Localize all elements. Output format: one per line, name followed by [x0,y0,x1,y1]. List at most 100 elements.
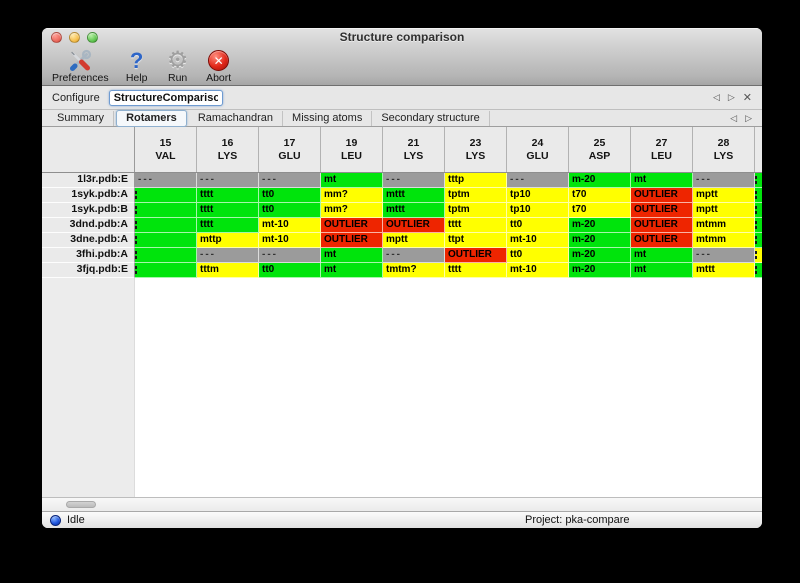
row-label[interactable]: 1syk.pdb:A [42,188,135,203]
table-cell[interactable]: mt-10 [507,233,569,248]
minimize-window-button[interactable] [69,32,80,43]
column-header[interactable]: 17 GLU [259,127,321,172]
preferences-button[interactable]: Preferences [52,48,109,84]
row-label[interactable]: 3dne.pdb:A [42,233,135,248]
table-cell[interactable] [135,248,197,263]
close-config-icon[interactable]: ✕ [742,91,752,104]
table-cell[interactable]: mt-10 [507,263,569,278]
table-cell[interactable]: mptt [693,203,755,218]
table-cell[interactable]: tptm [445,188,507,203]
table-cell[interactable]: mtmm [693,218,755,233]
table-cell[interactable]: --- [693,173,755,188]
close-window-button[interactable] [51,32,62,43]
table-cell[interactable]: mttp [197,233,259,248]
column-header[interactable]: 23 LYS [445,127,507,172]
table-cell[interactable]: mt-10 [259,233,321,248]
tab-rotamers[interactable]: Rotamers [116,109,187,127]
table-cell[interactable]: OUTLIER [445,248,507,263]
table-cell[interactable]: mt [321,173,383,188]
table-cell[interactable]: tt0 [507,218,569,233]
table-cell[interactable]: OUTLIER [631,218,693,233]
table-cell[interactable]: tp10 [507,188,569,203]
table-cell[interactable]: mptt [693,188,755,203]
table-cell[interactable] [135,218,197,233]
table-cell[interactable]: m-20 [569,218,631,233]
table-cell[interactable]: tttp [445,173,507,188]
prev-config-arrow[interactable]: ◁ [712,92,720,102]
table-cell[interactable] [135,188,197,203]
table-cell[interactable]: tttm [197,263,259,278]
tab-missing-atoms[interactable]: Missing atoms [283,110,373,126]
table-cell[interactable] [135,203,197,218]
table-cell[interactable]: --- [259,173,321,188]
column-header[interactable]: 25 ASP [569,127,631,172]
table-cell[interactable]: mm? [321,188,383,203]
table-cell[interactable]: tttt [197,218,259,233]
table-cell[interactable]: tttt [445,263,507,278]
table-cell[interactable]: OUTLIER [631,188,693,203]
table-cell[interactable]: tt0 [507,248,569,263]
table-cell-clipped[interactable] [755,188,762,203]
table-cell[interactable]: mt [631,248,693,263]
table-cell[interactable]: OUTLIER [631,233,693,248]
table-cell-clipped[interactable] [755,173,762,188]
table-cell[interactable] [135,233,197,248]
table-cell[interactable]: OUTLIER [321,233,383,248]
table-cell[interactable]: tt0 [259,203,321,218]
row-label[interactable]: 1syk.pdb:B [42,203,135,218]
horizontal-scrollbar[interactable] [42,497,762,511]
next-tab-arrow[interactable]: ▷ [745,112,752,123]
tab-secondary-structure[interactable]: Secondary structure [372,110,490,126]
row-label[interactable]: 1l3r.pdb:E [42,173,135,188]
table-cell[interactable]: --- [197,248,259,263]
row-label[interactable]: 3dnd.pdb:A [42,218,135,233]
table-cell[interactable]: mt [321,248,383,263]
column-header[interactable]: 27 LEU [631,127,693,172]
table-cell[interactable]: mt [631,263,693,278]
column-header[interactable]: 21 LYS [383,127,445,172]
row-label[interactable]: 3fjq.pdb:E [42,263,135,278]
next-config-arrow[interactable]: ▷ [727,92,735,102]
table-cell[interactable]: mptt [383,233,445,248]
table-cell-clipped[interactable] [755,203,762,218]
abort-button[interactable]: ✕ Abort [206,48,232,84]
table-cell[interactable]: tt0 [259,263,321,278]
table-cell[interactable]: --- [507,173,569,188]
table-cell[interactable]: tptm [445,203,507,218]
table-cell-clipped[interactable] [755,233,762,248]
table-cell[interactable]: mtmm [693,233,755,248]
table-cell[interactable]: mt [631,173,693,188]
table-cell-clipped[interactable] [755,263,762,278]
scrollbar-thumb[interactable] [66,501,96,508]
table-cell[interactable]: tmtm? [383,263,445,278]
table-cell[interactable]: t70 [569,188,631,203]
table-cell[interactable]: tp10 [507,203,569,218]
column-header[interactable]: 24 GLU [507,127,569,172]
table-cell[interactable]: mm? [321,203,383,218]
table-cell[interactable]: m-20 [569,233,631,248]
table-cell[interactable]: --- [383,173,445,188]
table-cell-clipped[interactable] [755,248,762,263]
table-cell[interactable]: --- [135,173,197,188]
run-button[interactable]: ⚙ Run [165,48,191,84]
column-header[interactable]: 28 LYS [693,127,755,172]
table-cell[interactable]: --- [197,173,259,188]
table-cell[interactable]: --- [259,248,321,263]
title-bar[interactable]: Structure comparison [42,28,762,47]
table-cell[interactable]: mttt [383,188,445,203]
help-button[interactable]: ? Help [124,48,150,84]
table-cell[interactable]: tttt [445,218,507,233]
table-cell-clipped[interactable] [755,218,762,233]
column-header[interactable]: 19 LEU [321,127,383,172]
table-cell[interactable]: OUTLIER [631,203,693,218]
table-cell[interactable]: m-20 [569,173,631,188]
column-header[interactable]: 15 VAL [135,127,197,172]
table-cell[interactable]: mttt [383,203,445,218]
column-header[interactable]: 16 LYS [197,127,259,172]
tab-summary[interactable]: Summary [48,110,115,126]
tab-ramachandran[interactable]: Ramachandran [189,110,284,126]
table-cell[interactable]: t70 [569,203,631,218]
table-cell[interactable] [135,263,197,278]
table-cell[interactable]: --- [693,248,755,263]
configure-name-input[interactable] [108,89,223,106]
